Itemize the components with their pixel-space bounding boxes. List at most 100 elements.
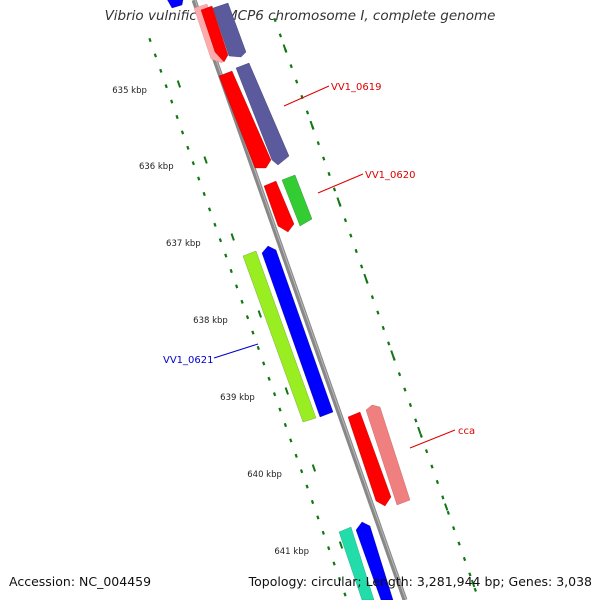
cds-feature-cca-red[interactable]	[347, 411, 392, 507]
ruler-major-tick	[257, 310, 262, 318]
track-minor-tick	[419, 433, 423, 438]
ruler-label: 638 kbp	[193, 316, 228, 326]
track-minor-tick	[376, 310, 380, 315]
track-minor-tick	[414, 418, 418, 423]
ruler-minor-tick	[343, 592, 347, 597]
cds-feature-top-red[interactable]	[200, 5, 229, 63]
gene-features	[164, 0, 411, 600]
gene-label-cca[interactable]: cca	[458, 426, 475, 437]
ruler-minor-tick	[245, 315, 250, 320]
track-minor-tick	[392, 356, 396, 361]
kbp-ruler: 635 kbp 636 kbp 637 kbp 638 kbp 639 kbp 640 k…	[112, 17, 477, 597]
ruler-minor-tick	[305, 484, 309, 489]
ruler-minor-tick	[175, 114, 179, 120]
cds-feature-vv1-0621-blue[interactable]	[261, 245, 334, 418]
track-minor-tick	[332, 187, 337, 192]
ruler-minor-tick	[170, 99, 174, 104]
callout-line-vv1-0619	[283, 85, 330, 107]
ruler-major-tick	[338, 541, 344, 549]
ruler-minor-tick	[316, 515, 320, 520]
ruler-minor-tick	[327, 546, 331, 551]
ruler-minor-tick	[180, 130, 185, 135]
ruler-label: 640 kbp	[247, 470, 282, 480]
cds-feature-cca-salmon[interactable]	[365, 404, 411, 506]
track-minor-tick	[457, 541, 461, 546]
cds-feature-bottom-teal[interactable]	[338, 526, 375, 600]
ruler-minor-tick	[224, 253, 228, 258]
track-minor-tick	[273, 17, 277, 23]
gene-label-vv1-0621[interactable]: VV1_0621	[163, 355, 214, 366]
track-minor-tick	[305, 110, 310, 115]
track-major-tick	[444, 503, 449, 511]
cds-feature-top-blue[interactable]	[164, 0, 184, 9]
ruler-minor-tick	[256, 345, 260, 351]
cds-feature-vv1-0619-red[interactable]	[218, 70, 272, 169]
ruler-minor-tick	[310, 499, 315, 505]
ruler-minor-tick	[229, 268, 233, 274]
track-major-tick	[470, 579, 476, 588]
ruler-minor-tick	[218, 238, 223, 243]
ruler-minor-tick	[332, 561, 336, 566]
ruler-minor-tick	[289, 438, 293, 443]
ruler-minor-tick	[159, 68, 163, 73]
cds-feature-vv1-0621-lime[interactable]	[242, 250, 317, 423]
cds-feature-top-purple[interactable]	[212, 2, 247, 58]
callout-line-cca	[409, 429, 456, 449]
gene-label-vv1-0619[interactable]: VV1_0619	[331, 82, 382, 93]
ruler-minor-tick	[267, 376, 271, 381]
track-minor-tick	[403, 387, 407, 392]
ruler-minor-tick	[202, 191, 206, 197]
cds-feature-vv1-0620-red[interactable]	[263, 180, 295, 233]
track-major-tick	[336, 197, 341, 205]
ruler-minor-tick	[213, 222, 217, 227]
track-minor-tick	[359, 264, 364, 269]
track-minor-tick	[381, 325, 385, 331]
ruler-minor-tick	[207, 207, 212, 212]
genome-summary-text: Topology: circular; Length: 3,281,944 bp…	[248, 574, 592, 589]
ruler-label: 635 kbp	[112, 86, 147, 96]
ruler-major-tick	[203, 156, 208, 164]
ruler-major-tick	[230, 233, 235, 241]
accession-text: Accession: NC_004459	[9, 574, 152, 589]
track-minor-tick	[387, 341, 391, 346]
ruler-minor-tick	[272, 392, 277, 397]
gene-label-vv1-0620[interactable]: VV1_0620	[365, 170, 416, 181]
track-minor-tick	[316, 141, 320, 146]
ruler-minor-tick	[153, 53, 158, 58]
callout-line-vv1-0621	[213, 343, 259, 359]
track-minor-tick	[278, 33, 283, 38]
callout-line-vv1-0620	[317, 173, 364, 194]
track-minor-tick	[446, 510, 450, 515]
ruler-minor-tick	[235, 284, 239, 289]
track-minor-tick	[322, 156, 326, 161]
ruler-label: 641 kbp	[274, 547, 309, 557]
track-major-tick	[390, 350, 395, 358]
track-minor-tick	[289, 64, 293, 69]
cds-feature-vv1-0620-green[interactable]	[281, 174, 313, 227]
ruler-minor-tick	[262, 361, 266, 366]
track-minor-tick	[473, 587, 477, 592]
track-minor-tick	[462, 556, 467, 562]
ruler-minor-tick	[164, 84, 168, 89]
track-major-tick	[309, 120, 314, 129]
ruler-minor-tick	[197, 176, 201, 181]
cds-feature-vv1-0619-purple[interactable]	[235, 62, 290, 166]
ruler-minor-tick	[337, 576, 342, 582]
ruler-minor-tick	[299, 469, 304, 474]
track-major-tick	[363, 273, 368, 282]
ruler-minor-tick	[191, 161, 195, 166]
track-major-tick	[417, 426, 422, 435]
ruler-label: 639 kbp	[220, 393, 255, 403]
track-minor-tick	[343, 218, 348, 223]
ruler-minor-tick	[283, 422, 288, 428]
track-minor-tick	[397, 372, 402, 377]
track-minor-tick	[354, 248, 358, 254]
cds-feature-bottom-blue[interactable]	[355, 521, 394, 600]
ruler-minor-tick	[278, 407, 282, 412]
track-minor-tick	[349, 233, 353, 238]
track-minor-tick	[424, 449, 429, 454]
track-minor-tick	[370, 295, 375, 300]
track-minor-tick	[435, 479, 440, 485]
ruler-minor-tick	[321, 530, 325, 535]
